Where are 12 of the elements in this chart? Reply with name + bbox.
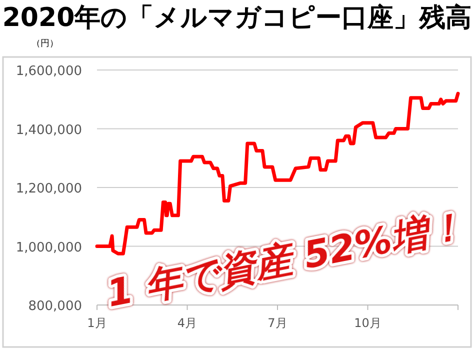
x-tick-label: 4月 [177, 316, 198, 330]
y-tick-label: 1,200,000 [16, 182, 82, 196]
y-axis-title: （円） [32, 39, 58, 49]
chart-title: 2020年の「メルマガコピー口座」残高 [2, 3, 472, 33]
x-tick-label: 7月 [268, 316, 288, 330]
x-tick-label: 10月 [354, 316, 382, 330]
x-tick-label: 1月 [87, 316, 107, 330]
y-tick-label: 1,000,000 [16, 240, 82, 256]
annotation: 1 年で資産 52%増！ [103, 204, 468, 316]
y-tick-label: 800,000 [28, 299, 82, 314]
y-tick-label: 1,600,000 [16, 64, 82, 79]
y-tick-label: 1,400,000 [16, 122, 82, 138]
